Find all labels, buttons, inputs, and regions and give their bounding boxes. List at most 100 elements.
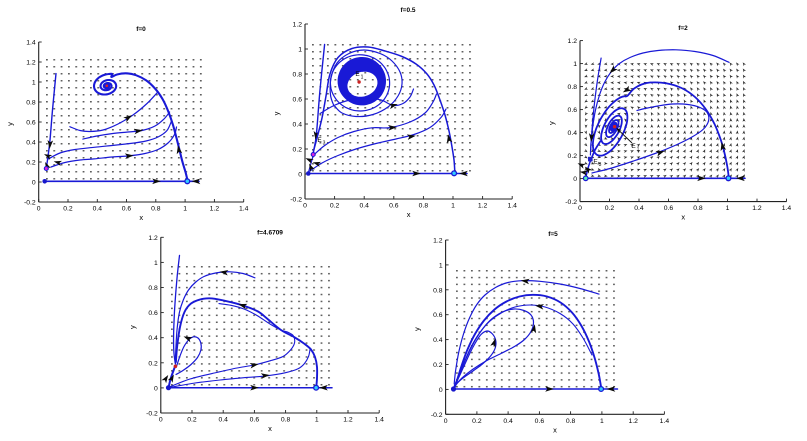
- svg-text:0.2: 0.2: [433, 362, 443, 369]
- svg-text:0: 0: [154, 385, 158, 392]
- svg-text:0.8: 0.8: [151, 206, 161, 213]
- svg-text:1.2: 1.2: [293, 22, 303, 29]
- svg-text:0.4: 0.4: [359, 203, 369, 210]
- svg-text:y: y: [413, 327, 422, 331]
- svg-text:1.2: 1.2: [343, 417, 353, 424]
- svg-text:f=0: f=0: [136, 26, 146, 33]
- svg-text:x: x: [553, 425, 557, 434]
- svg-text:1.2: 1.2: [478, 203, 488, 210]
- svg-text:0.4: 0.4: [93, 206, 103, 213]
- svg-text:1: 1: [726, 205, 730, 212]
- svg-text:1.2: 1.2: [210, 206, 220, 213]
- svg-text:-0.2: -0.2: [431, 412, 443, 419]
- svg-text:y: y: [6, 122, 15, 126]
- svg-text:1.4: 1.4: [239, 206, 249, 213]
- svg-text:x: x: [681, 213, 685, 222]
- svg-text:0.8: 0.8: [293, 72, 303, 79]
- svg-text:0.6: 0.6: [122, 206, 132, 213]
- svg-text:1.4: 1.4: [374, 417, 384, 424]
- svg-text:0.8: 0.8: [568, 84, 578, 91]
- svg-text:1.2: 1.2: [568, 38, 578, 45]
- svg-text:0: 0: [303, 203, 307, 210]
- svg-text:0.4: 0.4: [218, 417, 228, 424]
- svg-text:0: 0: [578, 205, 582, 212]
- svg-text:0.4: 0.4: [293, 122, 303, 129]
- svg-text:0.2: 0.2: [187, 417, 197, 424]
- svg-text:3: 3: [323, 141, 326, 147]
- svg-text:0.4: 0.4: [503, 418, 513, 425]
- svg-text:1: 1: [154, 260, 158, 267]
- svg-text:0.8: 0.8: [26, 100, 36, 107]
- svg-text:E: E: [593, 159, 598, 166]
- svg-text:0.6: 0.6: [664, 205, 674, 212]
- svg-text:1.2: 1.2: [433, 238, 443, 245]
- svg-text:1: 1: [573, 61, 577, 68]
- svg-text:E: E: [317, 137, 322, 144]
- svg-text:0.2: 0.2: [26, 160, 36, 167]
- svg-text:0.6: 0.6: [433, 312, 443, 319]
- svg-text:1: 1: [637, 147, 640, 153]
- svg-text:0: 0: [298, 172, 302, 179]
- svg-text:0.6: 0.6: [389, 203, 399, 210]
- svg-text:1.2: 1.2: [148, 235, 158, 242]
- svg-text:1: 1: [361, 75, 364, 81]
- svg-text:f=2: f=2: [678, 25, 688, 32]
- svg-text:-0.2: -0.2: [146, 411, 158, 418]
- svg-text:0.6: 0.6: [535, 418, 545, 425]
- svg-text:0.8: 0.8: [566, 418, 576, 425]
- svg-text:0.2: 0.2: [330, 203, 340, 210]
- svg-text:0: 0: [573, 176, 577, 183]
- svg-text:0.4: 0.4: [634, 205, 644, 212]
- svg-text:0.2: 0.2: [472, 418, 482, 425]
- svg-text:f=0.5: f=0.5: [401, 7, 416, 14]
- svg-text:0.8: 0.8: [281, 417, 291, 424]
- svg-text:0: 0: [159, 417, 163, 424]
- svg-text:0.2: 0.2: [605, 205, 615, 212]
- svg-text:x: x: [139, 213, 143, 222]
- svg-text:0.6: 0.6: [26, 120, 36, 127]
- svg-text:f=4.6709: f=4.6709: [257, 230, 283, 237]
- svg-text:0.6: 0.6: [148, 310, 158, 317]
- svg-text:-0.2: -0.2: [290, 197, 302, 204]
- svg-text:0.8: 0.8: [693, 205, 703, 212]
- svg-text:1: 1: [183, 206, 187, 213]
- svg-text:1: 1: [298, 47, 302, 54]
- svg-text:-0.2: -0.2: [24, 200, 36, 207]
- svg-text:1: 1: [451, 203, 455, 210]
- svg-text:1: 1: [315, 417, 319, 424]
- svg-text:x: x: [268, 424, 272, 433]
- svg-text:0.2: 0.2: [63, 206, 73, 213]
- svg-text:E: E: [631, 143, 636, 150]
- svg-text:0.4: 0.4: [433, 337, 443, 344]
- svg-text:y: y: [272, 111, 281, 115]
- svg-text:0: 0: [444, 418, 448, 425]
- svg-text:1.4: 1.4: [507, 203, 517, 210]
- svg-text:y: y: [547, 121, 556, 125]
- svg-text:y: y: [128, 325, 137, 329]
- svg-text:1.4: 1.4: [782, 205, 792, 212]
- svg-text:0: 0: [32, 180, 36, 187]
- svg-text:0.6: 0.6: [568, 107, 578, 114]
- svg-text:1.2: 1.2: [752, 205, 762, 212]
- svg-text:0: 0: [439, 387, 443, 394]
- svg-text:E: E: [355, 71, 360, 78]
- svg-text:0.2: 0.2: [568, 153, 578, 160]
- svg-text:0.8: 0.8: [148, 285, 158, 292]
- svg-text:1.2: 1.2: [26, 60, 36, 67]
- svg-text:1: 1: [600, 418, 604, 425]
- svg-text:0.8: 0.8: [433, 287, 443, 294]
- svg-text:0.4: 0.4: [26, 140, 36, 147]
- svg-text:0.2: 0.2: [293, 147, 303, 154]
- svg-text:1.4: 1.4: [660, 418, 670, 425]
- svg-text:3: 3: [599, 162, 602, 168]
- svg-text:0.6: 0.6: [293, 97, 303, 104]
- svg-text:x: x: [407, 210, 411, 219]
- svg-text:1: 1: [439, 262, 443, 269]
- svg-text:1.2: 1.2: [628, 418, 638, 425]
- svg-text:0.4: 0.4: [568, 130, 578, 137]
- svg-text:0.2: 0.2: [148, 360, 158, 367]
- svg-text:0.6: 0.6: [250, 417, 260, 424]
- svg-text:-0.2: -0.2: [565, 199, 577, 206]
- svg-text:0.4: 0.4: [148, 335, 158, 342]
- svg-text:1: 1: [32, 80, 36, 87]
